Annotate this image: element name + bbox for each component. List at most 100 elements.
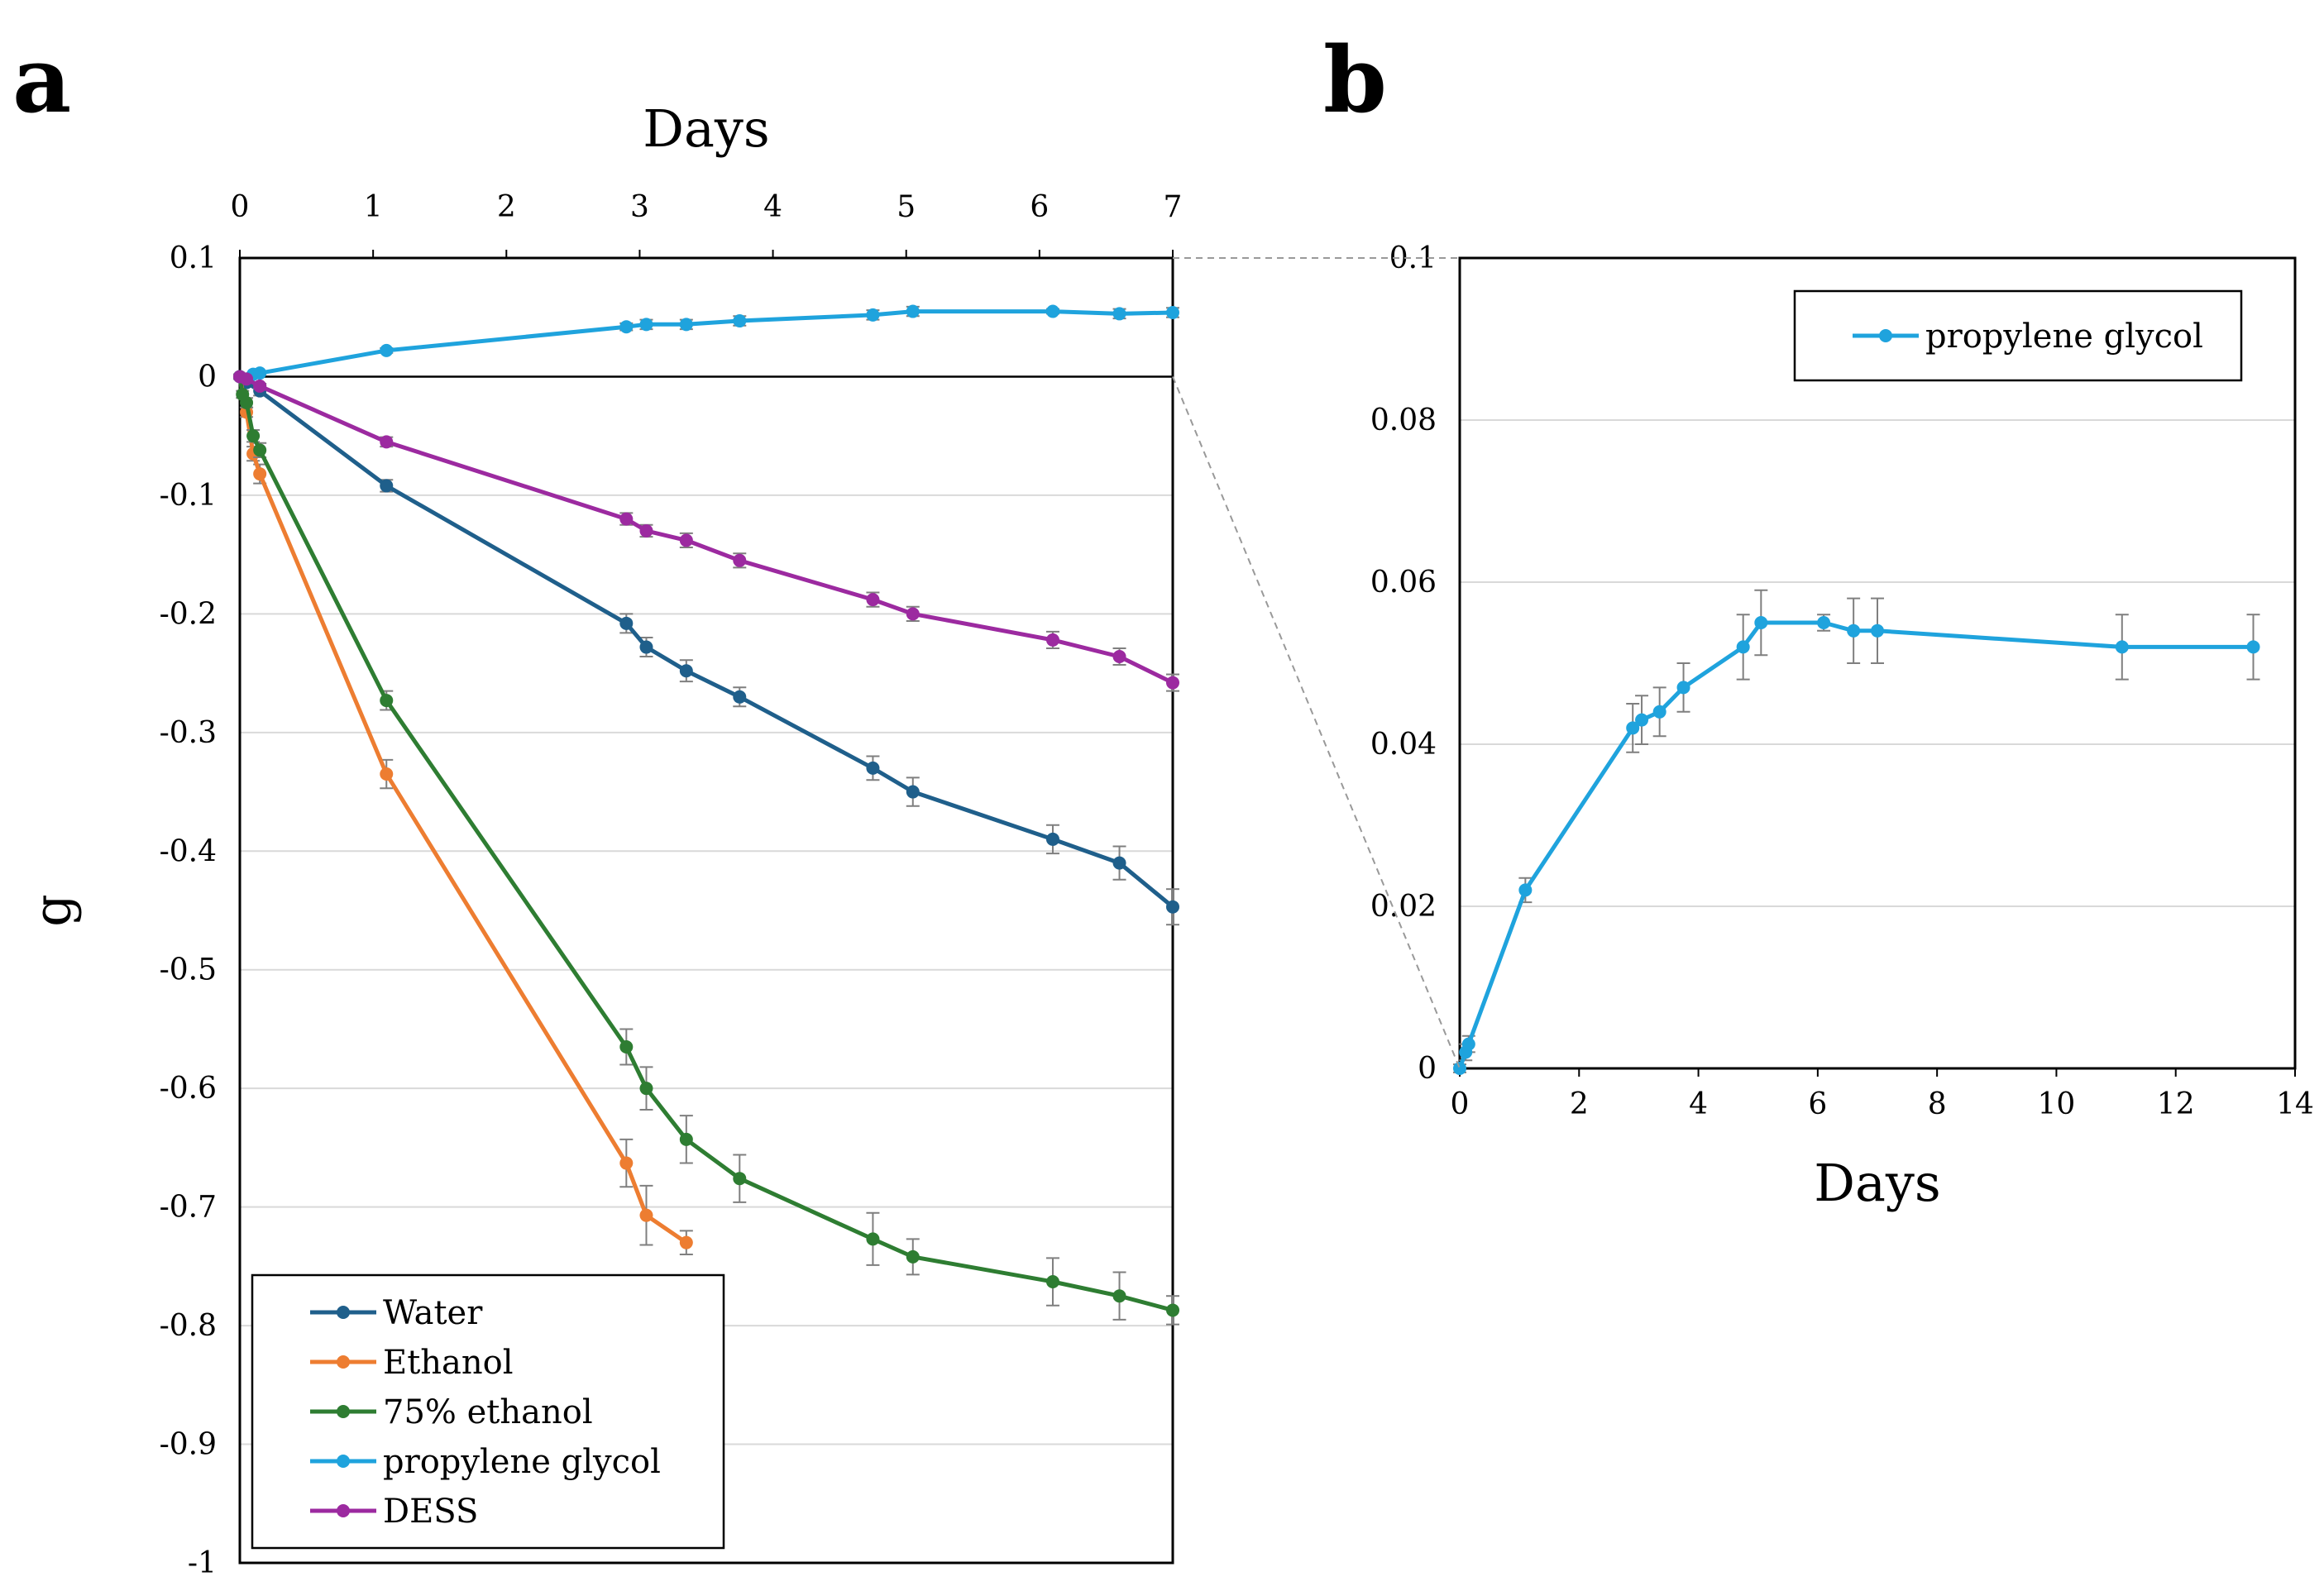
data-point bbox=[619, 1039, 634, 1054]
panel-a-chart: 0.1 0 -0.1 -0.2 -0.3 -0.4 -0.5 -0.6 -0.7 -0.8 -0.9… bbox=[22, 98, 1182, 1580]
y-tick-label: 0.02 bbox=[1370, 890, 1437, 924]
data-point bbox=[619, 320, 634, 334]
series-line bbox=[239, 309, 1174, 379]
data-point bbox=[1112, 856, 1126, 870]
legend-label: propylene glycol bbox=[1925, 318, 2203, 356]
y-tick-label: -0.5 bbox=[160, 953, 217, 987]
data-point bbox=[679, 1132, 693, 1146]
data-point bbox=[639, 640, 653, 654]
data-point bbox=[253, 467, 267, 481]
data-point bbox=[639, 523, 653, 538]
y-tick-label: -0.3 bbox=[160, 716, 217, 750]
x-tick-label: 2 bbox=[1570, 1087, 1589, 1121]
data-point bbox=[1871, 624, 1884, 638]
legend-swatch-marker bbox=[337, 1355, 350, 1369]
data-point bbox=[253, 379, 267, 393]
data-point bbox=[246, 429, 261, 443]
legend-item: propylene glycol bbox=[310, 1443, 661, 1481]
y-tick-label: -1 bbox=[188, 1546, 217, 1580]
data-point bbox=[1453, 1062, 1466, 1075]
data-point bbox=[380, 479, 394, 493]
data-point bbox=[1676, 681, 1690, 695]
x-tick-label: 0 bbox=[231, 190, 250, 224]
data-point bbox=[679, 1235, 693, 1249]
data-point bbox=[240, 396, 254, 410]
series-line bbox=[1457, 620, 2254, 1069]
series-propylene-glycol bbox=[233, 304, 1179, 384]
legend-label: DESS bbox=[383, 1493, 478, 1531]
x-axis-title: Days bbox=[643, 98, 770, 159]
data-point bbox=[1652, 705, 1666, 719]
data-point bbox=[906, 785, 920, 799]
x-tick-label: 7 bbox=[1164, 190, 1183, 224]
data-point bbox=[1847, 624, 1861, 638]
data-point bbox=[1166, 676, 1179, 690]
y-tick-label: 0.04 bbox=[1370, 728, 1437, 762]
data-point bbox=[1045, 1275, 1059, 1289]
data-point bbox=[1461, 1037, 1475, 1051]
data-point bbox=[253, 366, 267, 380]
data-point bbox=[866, 593, 880, 607]
legend-item: propylene glycol bbox=[1853, 318, 2203, 356]
data-point bbox=[619, 512, 634, 526]
y-tick-label: 0.1 bbox=[170, 241, 217, 275]
legend-swatch-marker bbox=[1879, 329, 1892, 342]
data-point bbox=[906, 607, 920, 621]
data-point bbox=[1635, 713, 1649, 727]
zoom-line-bottom bbox=[1172, 376, 1461, 1069]
y-tick-label: -0.9 bbox=[160, 1428, 217, 1462]
legend-label: Water bbox=[383, 1294, 483, 1332]
data-point bbox=[380, 767, 394, 781]
data-point bbox=[679, 318, 693, 332]
data-point bbox=[1754, 616, 1768, 629]
data-point bbox=[639, 1082, 653, 1096]
data-point bbox=[2246, 640, 2260, 654]
legend-swatch-marker bbox=[337, 1504, 350, 1517]
data-point bbox=[679, 664, 693, 678]
x-tick-label: 10 bbox=[2038, 1087, 2076, 1121]
data-point bbox=[866, 308, 880, 322]
x-axis-title: Days bbox=[1814, 1153, 1941, 1213]
data-point bbox=[639, 318, 653, 332]
data-point bbox=[253, 443, 267, 457]
x-tick-label: 3 bbox=[630, 190, 649, 224]
panel-a-letter: a bbox=[12, 26, 71, 133]
legend-item: Water bbox=[310, 1294, 483, 1332]
data-point bbox=[1626, 721, 1640, 735]
zoom-connector-lines bbox=[1172, 257, 1461, 1069]
data-point bbox=[906, 1249, 920, 1264]
x-tick-label: 4 bbox=[763, 190, 782, 224]
x-tick-label: 8 bbox=[1928, 1087, 1947, 1121]
data-point bbox=[679, 533, 693, 547]
y-tick-label: -0.1 bbox=[160, 479, 217, 513]
y-tick-label: 0.06 bbox=[1370, 566, 1437, 600]
data-point bbox=[733, 1172, 747, 1186]
data-point bbox=[2115, 640, 2129, 654]
data-point bbox=[1045, 633, 1059, 647]
data-point bbox=[866, 1232, 880, 1246]
data-point bbox=[1112, 1289, 1126, 1303]
series-line bbox=[237, 376, 688, 1245]
y-axis-title: g bbox=[22, 894, 83, 927]
data-point bbox=[1518, 883, 1533, 897]
data-point bbox=[380, 343, 394, 357]
y-tick-label: 0 bbox=[1418, 1052, 1437, 1086]
legend-swatch-marker bbox=[337, 1455, 350, 1468]
x-tick-label: 0 bbox=[1451, 1087, 1470, 1121]
data-point bbox=[1166, 305, 1179, 319]
data-point bbox=[1817, 616, 1831, 629]
x-tick-label: 1 bbox=[364, 190, 383, 224]
data-point bbox=[380, 694, 394, 708]
data-point bbox=[240, 372, 254, 386]
legend-swatch-marker bbox=[337, 1306, 350, 1319]
data-point bbox=[733, 690, 747, 704]
y-tick-label: -0.8 bbox=[160, 1309, 217, 1343]
plot-frame bbox=[1458, 256, 2297, 1070]
x-tick-label: 5 bbox=[897, 190, 916, 224]
y-tick-label: -0.7 bbox=[160, 1191, 217, 1225]
series-dess bbox=[233, 370, 1179, 692]
data-point bbox=[639, 1208, 653, 1222]
x-tick-label: 6 bbox=[1808, 1087, 1827, 1121]
data-point bbox=[1736, 640, 1750, 654]
series-line bbox=[239, 375, 1174, 685]
